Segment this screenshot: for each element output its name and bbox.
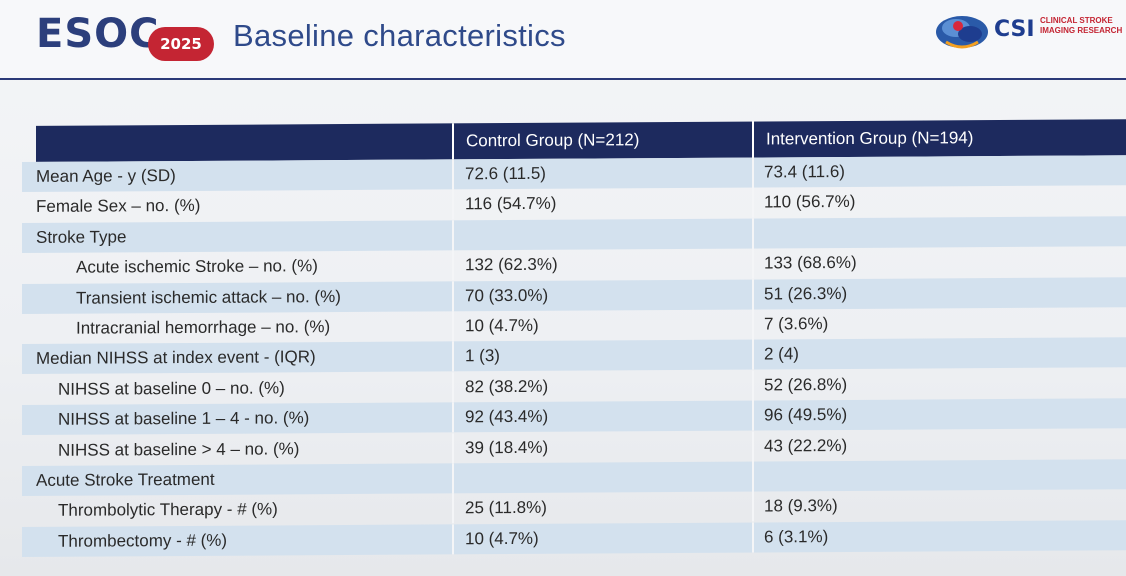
esoc-logo-text: ESOC	[36, 11, 160, 57]
column-header-intervention: Intervention Group (N=194)	[766, 128, 974, 149]
csi-logo-subtitle: CLINICAL STROKE IMAGING RESEARCH	[1040, 16, 1122, 36]
column-header-control: Control Group (N=212)	[466, 130, 640, 151]
row-label: NIHSS at baseline > 4 – no. (%)	[58, 438, 300, 460]
column-divider	[752, 218, 754, 249]
row-label: Female Sex – no. (%)	[36, 196, 201, 217]
control-value: 82 (38.2%)	[465, 376, 549, 397]
column-divider	[452, 250, 454, 281]
control-value: 92 (43.4%)	[465, 406, 549, 427]
row-label: NIHSS at baseline 0 – no. (%)	[58, 378, 285, 399]
column-divider	[752, 248, 754, 279]
column-divider	[452, 280, 454, 311]
column-divider	[452, 372, 454, 403]
column-divider	[452, 123, 454, 160]
row-label: Transient ischemic attack – no. (%)	[76, 286, 341, 308]
control-value: 70 (33.0%)	[465, 285, 549, 305]
column-divider	[752, 400, 754, 431]
column-divider	[752, 279, 754, 310]
esoc-logo: ESOC	[36, 14, 160, 54]
column-divider	[452, 189, 454, 220]
column-divider	[452, 220, 454, 251]
control-value: 25 (11.8%)	[465, 498, 547, 518]
intervention-value: 52 (26.8%)	[764, 374, 848, 395]
control-value: 72.6 (11.5)	[465, 163, 546, 184]
intervention-value: 43 (22.2%)	[764, 435, 848, 456]
column-divider	[752, 491, 754, 522]
brain-icon	[936, 16, 988, 49]
intervention-value: 133 (68.6%)	[764, 253, 857, 273]
column-divider	[752, 431, 754, 462]
row-label: Median NIHSS at index event - (IQR)	[36, 347, 316, 369]
control-value: 116 (54.7%)	[465, 194, 557, 214]
intervention-value: 7 (3.6%)	[764, 314, 829, 334]
intervention-value: 51 (26.3%)	[764, 283, 848, 304]
control-value: 132 (62.3%)	[465, 254, 558, 275]
control-value: 10 (4.7%)	[465, 528, 539, 549]
row-label: NIHSS at baseline 1 – 4 - no. (%)	[58, 408, 310, 429]
row-label: Acute ischemic Stroke – no. (%)	[76, 256, 318, 277]
column-divider	[752, 309, 754, 340]
slide-header: ESOC 2025 Baseline characteristics CSI C…	[0, 0, 1126, 80]
intervention-value: 110 (56.7%)	[764, 192, 856, 212]
control-value: 39 (18.4%)	[465, 437, 549, 457]
intervention-value: 6 (3.1%)	[764, 526, 829, 547]
year-badge: 2025	[148, 27, 214, 61]
row-label: Thrombolytic Therapy - # (%)	[58, 499, 278, 521]
intervention-value: 2 (4)	[764, 344, 799, 364]
csi-logo-text: CSI	[994, 17, 1035, 42]
column-divider	[452, 463, 454, 494]
column-divider	[752, 187, 754, 218]
column-divider	[752, 461, 754, 492]
column-divider	[452, 432, 454, 463]
baseline-table: Control Group (N=212) Intervention Group…	[22, 111, 1126, 558]
column-divider	[452, 159, 454, 190]
control-value: 1 (3)	[465, 346, 500, 366]
intervention-value: 96 (49.5%)	[764, 405, 848, 425]
table-row: Thrombectomy - # (%) 10 (4.7%) 6 (3.1%)	[22, 520, 1126, 557]
control-value: 10 (4.7%)	[465, 315, 539, 336]
csi-subtitle-line1: CLINICAL STROKE	[1040, 16, 1113, 25]
column-divider	[752, 339, 754, 370]
column-divider	[452, 524, 454, 555]
intervention-value: 73.4 (11.6)	[764, 161, 845, 182]
column-divider	[752, 157, 754, 188]
intervention-value: 18 (9.3%)	[764, 496, 838, 516]
page-title: Baseline characteristics	[233, 18, 566, 53]
row-label: Intracranial hemorrhage – no. (%)	[76, 317, 331, 338]
csi-subtitle-line2: IMAGING RESEARCH	[1040, 26, 1123, 35]
column-divider	[452, 402, 454, 433]
row-label: Thrombectomy - # (%)	[58, 530, 228, 551]
row-label: Acute Stroke Treatment	[36, 469, 215, 490]
column-divider	[452, 493, 454, 524]
row-label: Stroke Type	[36, 227, 127, 247]
column-divider	[752, 121, 754, 158]
column-divider	[752, 370, 754, 401]
row-label: Mean Age - y (SD)	[36, 166, 176, 186]
column-divider	[452, 311, 454, 342]
column-divider	[752, 522, 754, 553]
column-divider	[452, 341, 454, 372]
